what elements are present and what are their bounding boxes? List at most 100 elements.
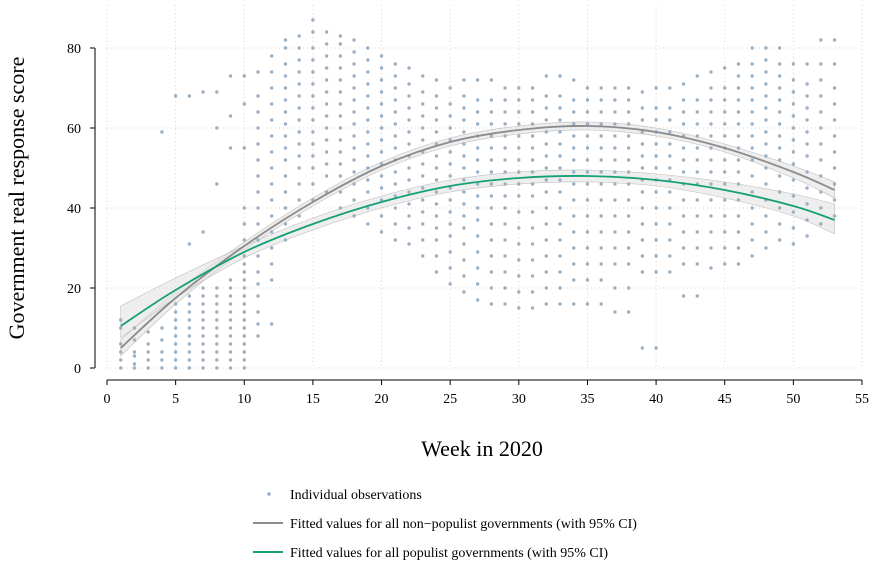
observation-point	[558, 106, 562, 110]
observation-point	[544, 222, 548, 226]
observation-point	[379, 54, 384, 58]
observation-point	[530, 306, 535, 310]
observation-point	[160, 130, 164, 134]
observation-point	[297, 58, 301, 62]
observation-point	[640, 346, 645, 350]
observation-point	[270, 214, 274, 218]
observation-point	[654, 86, 658, 90]
observation-point	[256, 334, 260, 338]
observation-point	[805, 142, 809, 146]
observation-point	[311, 82, 315, 86]
observation-point	[379, 102, 384, 106]
observation-point	[119, 358, 123, 362]
observation-point	[695, 230, 699, 234]
observation-point	[613, 146, 617, 150]
observation-point	[462, 118, 466, 122]
observation-point	[283, 38, 288, 42]
observation-point	[750, 222, 754, 226]
observation-point	[338, 34, 343, 38]
observation-point	[709, 146, 713, 150]
x-tick-label-15: 15	[306, 392, 320, 407]
observation-point	[517, 158, 521, 162]
observation-point	[668, 190, 672, 194]
x-tick-label-0: 0	[104, 392, 111, 407]
observation-point	[599, 302, 603, 306]
observation-point	[517, 210, 521, 214]
observation-point	[695, 122, 699, 126]
observation-point	[668, 154, 672, 158]
observation-point	[613, 230, 617, 234]
observation-point	[215, 358, 219, 362]
observation-point	[709, 170, 713, 174]
observation-point	[819, 206, 823, 210]
observation-point	[723, 230, 727, 234]
observation-point	[311, 130, 315, 134]
observation-point	[242, 278, 246, 282]
observation-point	[723, 122, 727, 126]
observation-point	[297, 70, 301, 74]
observation-point	[709, 214, 713, 218]
observation-point	[283, 46, 288, 50]
observation-point	[160, 350, 164, 354]
observation-point	[379, 150, 384, 154]
observation-point	[572, 158, 576, 162]
observation-point	[201, 310, 205, 314]
observation-point	[379, 214, 384, 218]
observation-point	[517, 110, 521, 114]
observation-point	[544, 302, 548, 306]
observation-point	[475, 122, 480, 126]
observation-point	[585, 98, 590, 102]
observation-point	[421, 198, 425, 202]
observation-point	[297, 214, 301, 218]
observation-point	[736, 74, 741, 78]
observation-point	[434, 226, 439, 230]
observation-point	[764, 70, 768, 74]
observation-point	[283, 190, 288, 194]
observation-point	[530, 258, 535, 262]
observation-point	[626, 98, 631, 102]
tick-labels: 0 5 10 15 20 25 30 35 40 45 50 55 0 20 40 60 80	[67, 42, 869, 407]
observation-point	[558, 130, 562, 134]
observation-point	[242, 366, 246, 370]
observation-point	[434, 130, 439, 134]
observation-point	[503, 170, 507, 174]
observation-point	[256, 110, 260, 114]
observation-point	[462, 130, 466, 134]
observation-point	[228, 278, 233, 282]
observation-point	[283, 146, 288, 150]
observation-point	[709, 70, 713, 74]
observation-point	[777, 146, 782, 150]
observation-point	[366, 106, 370, 110]
observation-point	[379, 186, 384, 190]
observation-point	[544, 286, 548, 290]
observation-point	[379, 138, 384, 142]
observation-point	[777, 98, 782, 102]
observation-point	[173, 326, 178, 330]
observation-point	[613, 310, 617, 314]
observation-point	[695, 246, 699, 250]
observation-point	[517, 226, 521, 230]
observation-point	[613, 198, 617, 202]
observation-point	[119, 366, 123, 370]
observation-point	[791, 138, 796, 142]
observation-point	[366, 206, 370, 210]
observation-point	[489, 194, 494, 198]
observation-point	[530, 146, 535, 150]
observation-point	[311, 58, 315, 62]
observation-point	[434, 254, 439, 258]
observation-point	[668, 166, 672, 170]
observation-point	[736, 230, 741, 234]
observation-point	[215, 334, 219, 338]
observation-point	[805, 130, 809, 134]
observation-point	[242, 270, 246, 274]
observation-point	[517, 306, 521, 310]
observation-point	[750, 134, 754, 138]
observation-point	[585, 302, 590, 306]
observation-point	[338, 138, 343, 142]
observation-point	[434, 238, 439, 242]
observation-point	[723, 98, 727, 102]
observation-point	[819, 38, 823, 42]
observation-point	[462, 78, 466, 82]
observation-point	[379, 114, 384, 118]
